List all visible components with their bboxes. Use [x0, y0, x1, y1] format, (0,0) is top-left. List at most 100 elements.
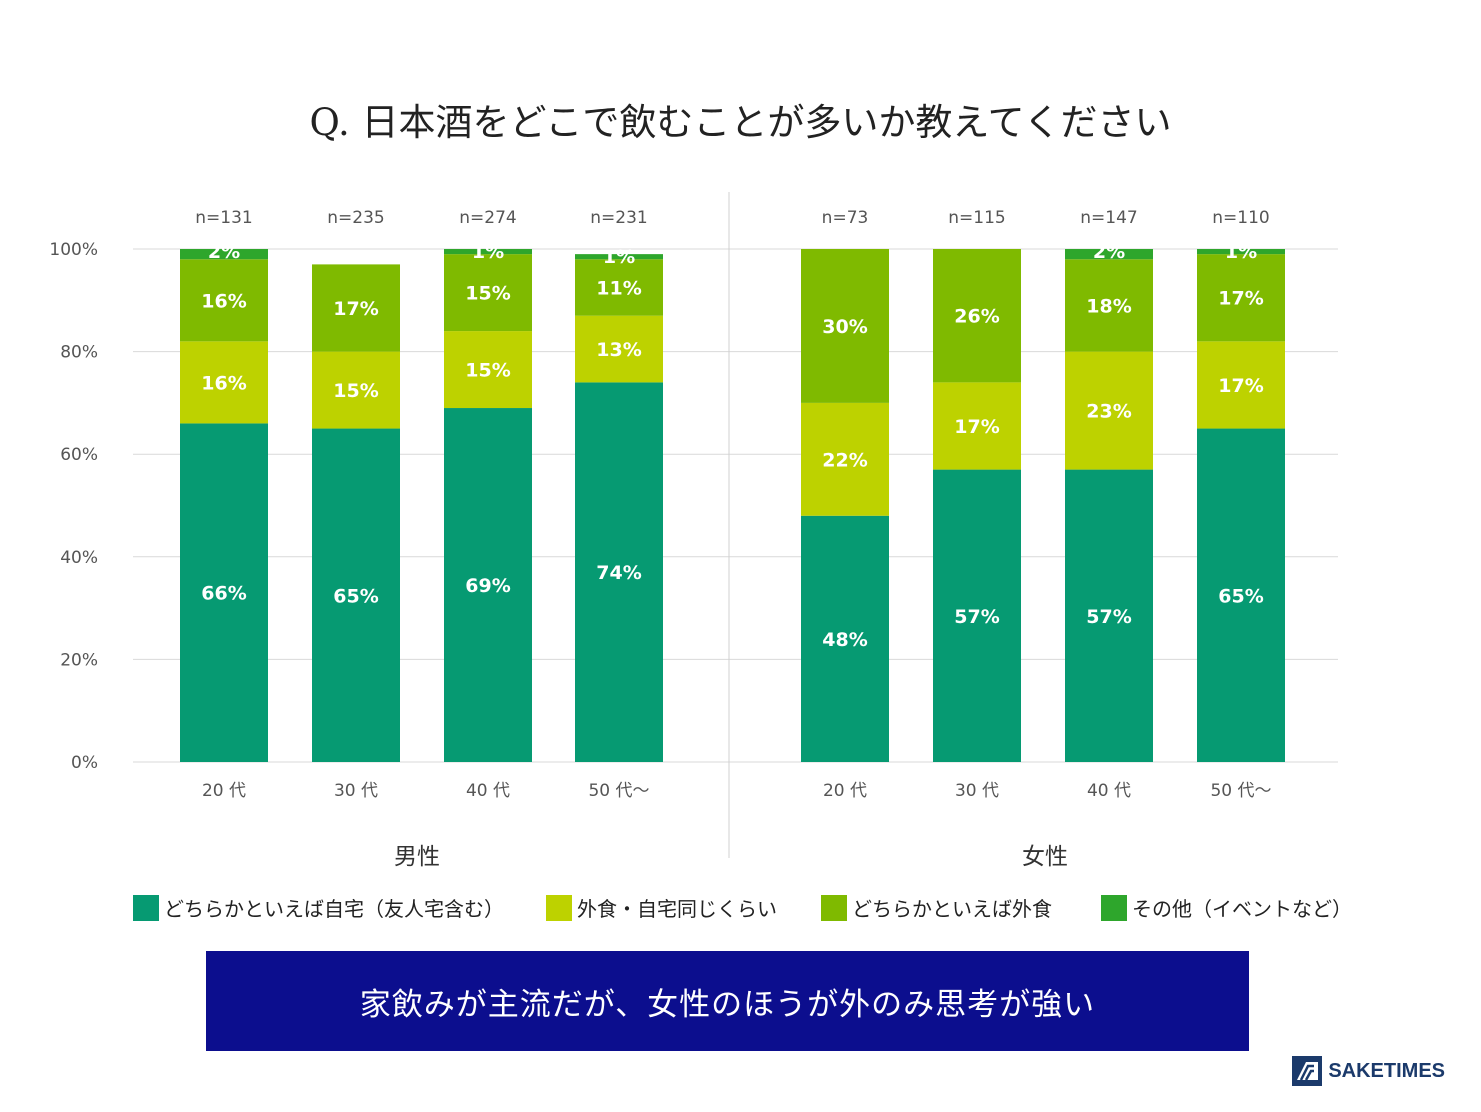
y-tick-label: 80% — [60, 343, 98, 363]
sample-size-label: n=131 — [195, 208, 252, 228]
bar-segment — [933, 382, 1021, 470]
x-tick-label: 30 代 — [334, 781, 378, 801]
data-label: 22% — [822, 449, 867, 471]
data-label: 15% — [465, 283, 510, 305]
bar-segment — [1065, 259, 1153, 352]
bar-segment — [180, 423, 268, 762]
data-label: 2% — [208, 241, 240, 263]
data-label: 15% — [465, 360, 510, 382]
bar-segment — [1197, 249, 1285, 255]
legend-swatch-out — [821, 894, 847, 921]
data-label: 26% — [954, 306, 999, 328]
x-tick-label: 50 代〜 — [1210, 781, 1271, 801]
data-label: 57% — [954, 606, 999, 628]
data-label: 2% — [1093, 241, 1125, 263]
data-label: 16% — [201, 372, 246, 394]
sample-size-label: n=235 — [327, 208, 384, 228]
data-label: 17% — [1218, 288, 1263, 310]
data-label: 57% — [1086, 606, 1131, 628]
x-tick-label: 30 代 — [955, 781, 999, 801]
y-tick-label: 40% — [60, 548, 98, 568]
y-tick-label: 100% — [49, 240, 98, 260]
sample-size-label: n=274 — [459, 208, 516, 228]
bar-segment — [801, 249, 889, 403]
legend-swatch-home — [133, 894, 159, 921]
bar-segment — [575, 254, 663, 260]
bar-segment — [1065, 351, 1153, 470]
bar-segment — [312, 428, 400, 762]
bar-segment — [180, 341, 268, 424]
data-label: 18% — [1086, 295, 1131, 317]
legend-label-equal: 外食・自宅同じくらい — [577, 897, 777, 921]
data-label: 1% — [472, 241, 504, 263]
data-label: 17% — [1218, 375, 1263, 397]
bar-segment — [180, 259, 268, 342]
bar-segment — [312, 264, 400, 352]
data-label: 23% — [1086, 401, 1131, 423]
sample-size-label: n=147 — [1080, 208, 1137, 228]
bar-segment — [444, 331, 532, 409]
x-tick-label: 20 代 — [202, 781, 246, 801]
x-tick-label: 20 代 — [823, 781, 867, 801]
legend-label-out: どちらかといえば外食 — [852, 897, 1052, 921]
data-label: 16% — [201, 290, 246, 312]
data-label: 69% — [465, 575, 510, 597]
data-label: 30% — [822, 316, 867, 338]
sample-size-label: n=110 — [1212, 208, 1269, 228]
saketimes-logo: SAKETIMES — [1292, 1056, 1445, 1086]
bar-segment — [1197, 428, 1285, 762]
legend-label-other: その他（イベントなど） — [1132, 897, 1352, 921]
y-tick-label: 60% — [60, 445, 98, 465]
legend-item-home: どちらかといえば自宅（友人宅含む） — [133, 893, 504, 922]
data-label: 17% — [954, 416, 999, 438]
bar-segment — [444, 408, 532, 762]
legend-item-out: どちらかといえば外食 — [821, 893, 1052, 922]
legend: どちらかといえば自宅（友人宅含む） 外食・自宅同じくらい どちらかといえば外食 … — [0, 893, 1481, 933]
group-label: 男性 — [394, 844, 440, 870]
data-label: 65% — [333, 585, 378, 607]
bar-segment — [312, 351, 400, 429]
bar-segment — [1065, 469, 1153, 762]
x-tick-label: 50 代〜 — [588, 781, 649, 801]
bar-segment — [444, 249, 532, 255]
data-label: 1% — [603, 246, 635, 268]
legend-swatch-other — [1101, 894, 1127, 921]
bar-segment — [575, 315, 663, 383]
bar-segment — [575, 382, 663, 762]
conclusion-banner: 家飲みが主流だが、女性のほうが外のみ思考が強い — [206, 951, 1249, 1051]
bar-segment — [933, 249, 1021, 383]
bar-segment — [1197, 254, 1285, 342]
x-tick-label: 40 代 — [466, 781, 510, 801]
stacked-bar-chart: 100% 80% 60% 40% 20% 0% 66% 16% 16% 2% n=131 20 代 65… — [49, 192, 1338, 870]
y-tick-label: 20% — [60, 650, 98, 670]
data-label: 15% — [333, 380, 378, 402]
data-label: 74% — [596, 562, 641, 584]
x-tick-label: 40 代 — [1087, 781, 1131, 801]
bar-segment — [801, 515, 889, 762]
bar-segment — [575, 259, 663, 316]
bar-segment — [801, 402, 889, 516]
saketimes-logo-icon — [1292, 1056, 1323, 1086]
legend-item-equal: 外食・自宅同じくらい — [546, 893, 777, 922]
data-label: 48% — [822, 629, 867, 651]
bar-segment — [1065, 249, 1153, 260]
bar-segment — [933, 469, 1021, 762]
data-label: 1% — [1225, 241, 1257, 263]
data-label: 17% — [333, 298, 378, 320]
y-tick-label: 0% — [71, 753, 98, 773]
group-label: 女性 — [1022, 844, 1068, 870]
data-label: 66% — [201, 583, 246, 605]
legend-label-home: どちらかといえば自宅（友人宅含む） — [164, 897, 504, 921]
legend-swatch-equal — [546, 894, 572, 921]
chart-title: Q. 日本酒をどこで飲むことが多いか教えてください — [309, 101, 1172, 144]
sample-size-label: n=73 — [822, 208, 869, 228]
data-label: 65% — [1218, 585, 1263, 607]
sample-size-label: n=115 — [948, 208, 1005, 228]
data-label: 13% — [596, 339, 641, 361]
saketimes-logo-text: SAKETIMES — [1328, 1059, 1445, 1082]
bar-segment — [444, 254, 532, 332]
bar-segment — [180, 249, 268, 260]
data-label: 11% — [596, 277, 641, 299]
legend-item-other: その他（イベントなど） — [1101, 893, 1352, 922]
sample-size-label: n=231 — [590, 208, 647, 228]
